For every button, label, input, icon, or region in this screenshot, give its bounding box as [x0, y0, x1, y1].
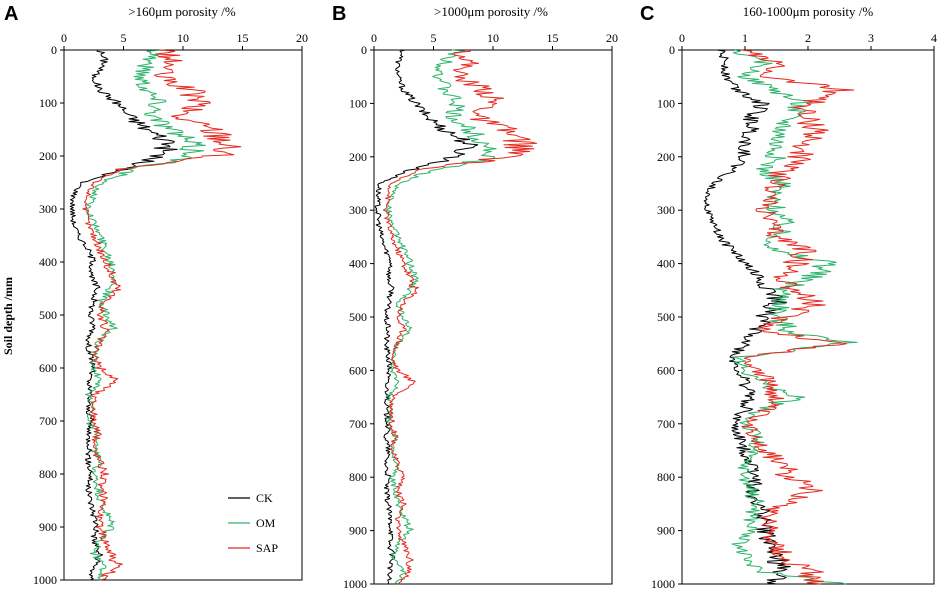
x-tick-label: 0: [679, 31, 685, 45]
legend: CK OM SAP: [228, 491, 278, 555]
panel-c-frame: [681, 49, 935, 585]
y-tick-label: 900: [657, 524, 675, 538]
legend-label-sap: SAP: [256, 541, 278, 555]
y-tick-label: 400: [39, 255, 57, 269]
x-tick-label: 4: [931, 31, 937, 45]
y-tick-label: 600: [657, 363, 675, 377]
y-tick-label: 0: [51, 43, 57, 57]
y-tick-label: 900: [39, 520, 57, 534]
y-tick-label: 100: [349, 96, 367, 110]
series-line-om: [385, 49, 497, 585]
y-tick-label: 100: [39, 96, 57, 110]
series-line-sap: [82, 49, 242, 581]
y-tick-label: 500: [349, 310, 367, 324]
panel-c-letter: C: [640, 3, 654, 25]
y-tick-label: 0: [361, 43, 367, 57]
y-axis-label: Soil depth /mm: [1, 277, 15, 355]
y-tick-label: 600: [39, 361, 57, 375]
panel-a: A >160μm porosity /% Soil depth /mm 0 5 10…: [1, 3, 308, 587]
y-tick-label: 800: [349, 470, 367, 484]
series-line-sap: [382, 49, 538, 585]
x-tick-label: 10: [487, 31, 499, 45]
panel-b-y-ticks: 0 100 200 300 400 500 600 700 800 900 1000: [343, 43, 374, 591]
series-line-ck: [374, 49, 479, 585]
y-tick-label: 300: [657, 203, 675, 217]
x-tick-label: 5: [431, 31, 437, 45]
y-tick-label: 0: [669, 43, 675, 57]
x-tick-label: 5: [121, 31, 127, 45]
y-tick-label: 200: [657, 150, 675, 164]
panel-c-x-ticks: 0 1 2 3 4: [679, 31, 937, 50]
x-tick-label: 10: [177, 31, 189, 45]
y-tick-label: 400: [657, 257, 675, 271]
y-tick-label: 1000: [343, 577, 367, 591]
y-tick-label: 200: [39, 149, 57, 163]
y-tick-label: 800: [39, 467, 57, 481]
y-tick-label: 600: [349, 363, 367, 377]
panel-a-y-ticks: 0 100 200 300 400 500 600 700 800 900 1000: [33, 43, 64, 587]
y-tick-label: 300: [349, 203, 367, 217]
series-line-sap: [740, 49, 855, 585]
panel-b-letter: B: [332, 3, 346, 25]
panel-c-y-ticks: 0 100 200 300 400 500 600 700 800 900 1000: [651, 43, 682, 591]
y-tick-label: 300: [39, 202, 57, 216]
legend-label-ck: CK: [256, 491, 273, 505]
y-tick-label: 100: [657, 96, 675, 110]
panel-b-frame: [373, 49, 613, 585]
series-line-om: [731, 49, 858, 585]
y-tick-label: 700: [349, 417, 367, 431]
panel-c-x-title: 160-1000μm porosity /%: [743, 4, 874, 19]
x-tick-label: 20: [296, 31, 308, 45]
y-tick-label: 1000: [651, 577, 675, 591]
series-line-ck: [69, 49, 178, 581]
y-tick-label: 500: [657, 310, 675, 324]
panel-b-lines: [374, 49, 538, 585]
x-tick-label: 0: [61, 31, 67, 45]
legend-label-om: OM: [256, 516, 276, 530]
panel-c: C 160-1000μm porosity /% 0 1 2 3 4 0 100 200 30…: [640, 3, 937, 591]
panel-b: B >1000μm porosity /% 0 5 10 15 20 0 100 200 30…: [332, 3, 618, 591]
x-tick-label: 2: [805, 31, 811, 45]
y-tick-label: 800: [657, 470, 675, 484]
y-tick-label: 700: [39, 414, 57, 428]
panel-a-letter: A: [4, 3, 18, 25]
y-tick-label: 500: [39, 308, 57, 322]
y-tick-label: 400: [349, 257, 367, 271]
series-line-om: [84, 49, 206, 581]
x-tick-label: 15: [237, 31, 249, 45]
panel-a-lines: [69, 49, 242, 581]
panel-b-x-ticks: 0 5 10 15 20: [371, 31, 618, 50]
x-tick-label: 15: [547, 31, 559, 45]
series-line-ck: [703, 49, 791, 585]
panel-a-x-ticks: 0 5 10 15 20: [61, 31, 308, 50]
y-tick-label: 900: [349, 524, 367, 538]
x-tick-label: 1: [742, 31, 748, 45]
x-tick-label: 20: [606, 31, 618, 45]
y-tick-label: 1000: [33, 573, 57, 587]
y-tick-label: 700: [657, 417, 675, 431]
x-tick-label: 0: [371, 31, 377, 45]
x-tick-label: 3: [868, 31, 874, 45]
panel-c-lines: [703, 49, 858, 585]
panel-b-x-title: >1000μm porosity /%: [434, 4, 548, 19]
panel-a-x-title: >160μm porosity /%: [128, 4, 236, 19]
y-tick-label: 200: [349, 150, 367, 164]
